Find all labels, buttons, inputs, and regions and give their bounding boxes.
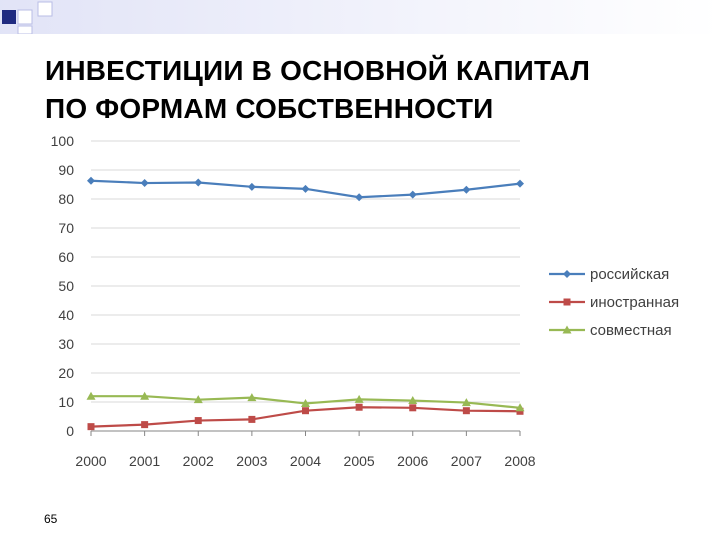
data-point-series-1 — [409, 404, 417, 412]
y-tick-label: 60 — [58, 249, 74, 265]
y-tick-label: 50 — [58, 278, 74, 294]
y-tick-label: 80 — [58, 191, 74, 207]
data-point-series-2 — [301, 398, 310, 407]
data-point-series-2 — [461, 398, 471, 407]
data-point-series-2 — [86, 391, 96, 400]
data-point-series-2 — [140, 391, 150, 400]
data-point-series-0 — [87, 176, 95, 185]
data-point-series-1 — [462, 407, 470, 415]
legend-marker-1 — [563, 298, 571, 306]
y-tick-label: 30 — [58, 336, 74, 352]
data-point-series-0 — [194, 178, 203, 187]
x-tick-label: 2008 — [504, 453, 535, 469]
data-point-series-0 — [462, 185, 471, 194]
legend-label-0: российская — [590, 266, 669, 283]
data-point-series-2 — [515, 403, 525, 412]
x-tick-label: 2006 — [397, 453, 428, 469]
data-point-series-1 — [87, 423, 95, 431]
y-tick-label: 10 — [58, 394, 74, 410]
data-point-series-1 — [355, 403, 363, 411]
slide-title-line-2: ПО ФОРМАМ СОБСТВЕННОСТИ — [45, 93, 494, 124]
data-point-series-2 — [408, 396, 418, 405]
x-tick-label: 2005 — [344, 453, 375, 469]
y-tick-label: 0 — [66, 423, 74, 439]
x-tick-label: 2001 — [129, 453, 160, 469]
data-point-series-1 — [141, 421, 149, 429]
data-point-series-2 — [354, 394, 364, 403]
data-point-series-0 — [408, 190, 417, 199]
legend-marker-0 — [563, 270, 571, 278]
data-point-series-1 — [302, 407, 309, 415]
data-point-series-0 — [516, 179, 524, 188]
legend-label-1: иностранная — [590, 294, 679, 311]
page-number: 65 — [44, 512, 58, 526]
data-point-series-2 — [193, 395, 203, 404]
x-tick-label: 2002 — [183, 453, 214, 469]
corner-decoration — [0, 0, 720, 34]
y-tick-label: 40 — [58, 307, 74, 323]
x-tick-label: 2007 — [451, 453, 482, 469]
legend-marker-2 — [562, 325, 572, 334]
data-point-series-1 — [248, 415, 256, 423]
y-tick-label: 100 — [51, 133, 75, 149]
y-tick-label: 90 — [58, 162, 74, 178]
legend-label-2: совместная — [590, 322, 672, 339]
data-point-series-1 — [194, 417, 202, 425]
x-tick-label: 2000 — [75, 453, 106, 469]
x-tick-label: 2003 — [236, 453, 267, 469]
x-tick-label: 2004 — [290, 453, 321, 469]
data-point-series-2 — [247, 393, 257, 402]
data-point-series-0 — [140, 179, 149, 188]
y-tick-label: 20 — [58, 365, 74, 381]
data-point-series-0 — [355, 193, 364, 202]
slide-title: ИНВЕСТИЦИИ В ОСНОВНОЙ КАПИТАЛ ПО ФОРМАМ … — [45, 52, 685, 128]
slide-title-line-1: ИНВЕСТИЦИИ В ОСНОВНОЙ КАПИТАЛ — [45, 55, 591, 86]
y-tick-label: 70 — [58, 220, 74, 236]
data-point-series-0 — [301, 184, 310, 193]
data-point-series-0 — [247, 182, 256, 191]
